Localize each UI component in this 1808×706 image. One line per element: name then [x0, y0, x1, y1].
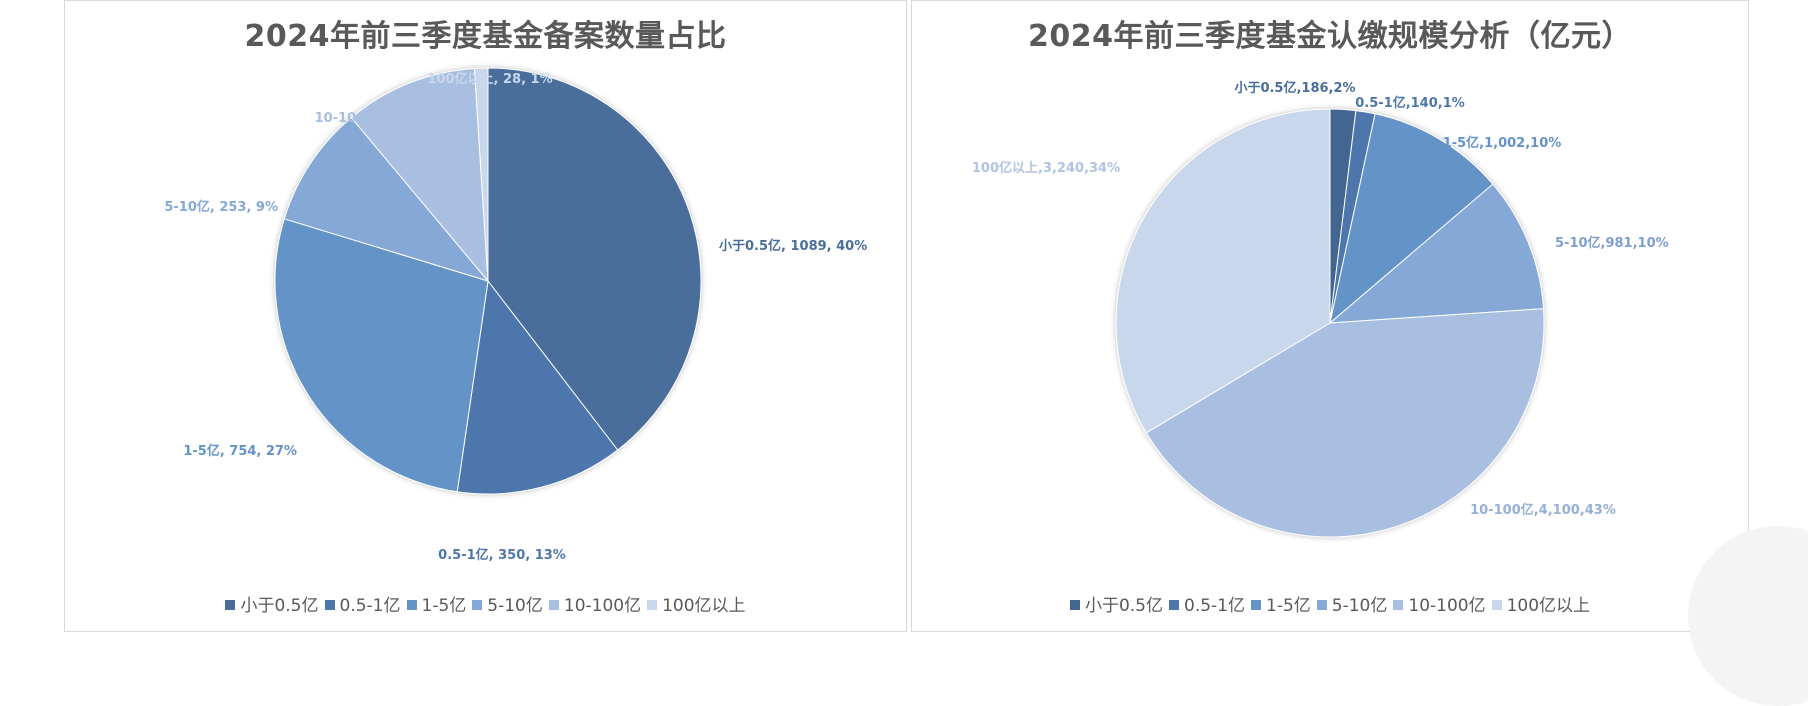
legend-swatch: [1316, 600, 1327, 610]
data-label: 5-10亿, 253, 9%: [164, 199, 278, 215]
legend-label: 1-5亿: [421, 596, 467, 616]
legend-item: 5-10亿: [1316, 591, 1388, 616]
legend-label: 10-100亿: [1408, 596, 1486, 616]
legend-swatch: [1393, 600, 1404, 610]
legend-label: 1-5亿: [1266, 596, 1311, 616]
pie-slice: [1329, 113, 1494, 325]
legend-swatch: [548, 600, 559, 610]
legend-item: 0.5-1亿: [1169, 591, 1245, 616]
data-label: 小于0.5亿, 1089, 40%: [719, 238, 867, 254]
data-label: 0.5-1亿, 350, 13%: [438, 547, 566, 563]
legend-item: 1-5亿: [1251, 591, 1311, 616]
legend-item: 100亿以上: [647, 591, 746, 616]
legend-swatch: [1069, 600, 1080, 610]
pie-slice: [487, 67, 702, 451]
data-label: 100亿以上,3,240,34%: [972, 160, 1120, 176]
legend-label: 100亿以上: [662, 596, 746, 616]
chart-title: 2024年前三季度基金认缴规模分析（亿元）: [1028, 19, 1632, 54]
legend-label: 小于0.5亿: [1084, 596, 1163, 616]
data-label: 100亿以上, 28, 1%: [427, 71, 552, 87]
legend-swatch: [225, 600, 236, 610]
legend-label: 100亿以上: [1506, 596, 1591, 616]
legend-item: 10-100亿: [548, 591, 642, 616]
pie-slice: [1115, 108, 1331, 434]
data-label: 0.5-1亿,140,1%: [1355, 95, 1465, 111]
legend-swatch: [1491, 600, 1502, 610]
chart-panel-scale: 2024年前三季度基金认缴规模分析（亿元） 小于0.5亿,186,2% 0.5-1…: [911, 0, 1749, 632]
pie-slice: [350, 67, 489, 283]
pie-slice: [1328, 183, 1545, 324]
data-label: 1-5亿, 754, 27%: [183, 443, 297, 459]
pie-slice: [1145, 308, 1545, 538]
legend-swatch: [1251, 600, 1261, 610]
pie-chart-count: 小于0.5亿, 1089, 40% 0.5-1亿, 350, 13% 1-5亿, 7…: [164, 67, 867, 563]
legend: 小于0.5亿 0.5-1亿 1-5亿 5-10亿 10-100亿 100亿以上: [912, 591, 1748, 616]
chart-title: 2024年前三季度基金备案数量占比: [244, 19, 727, 54]
legend-label: 小于0.5亿: [240, 596, 319, 616]
pie-chart-scale: 小于0.5亿,186,2%0.5-1亿,140,1% 1-5亿,1,002,10%…: [972, 80, 1669, 538]
legend-item: 小于0.5亿: [225, 591, 319, 616]
data-label: 小于0.5亿,186,2%: [1234, 80, 1355, 96]
legend-swatch: [406, 600, 417, 610]
legend-item: 100亿以上: [1491, 591, 1591, 616]
legend-item: 小于0.5亿: [1069, 591, 1163, 616]
legend-label: 5-10亿: [1331, 596, 1388, 616]
data-label: 5-10亿,981,10%: [1555, 235, 1669, 251]
pie-slice: [274, 218, 489, 493]
data-label: 10-100亿, 277, 10%: [315, 110, 456, 126]
data-label: 10-100亿,4,100,43%: [1470, 502, 1616, 518]
legend-swatch: [1169, 600, 1179, 610]
data-label: 1-5亿,1,002,10%: [1443, 135, 1562, 151]
legend-swatch: [647, 600, 658, 610]
legend-label: 10-100亿: [563, 596, 642, 616]
legend: 小于0.5亿 0.5-1亿 1-5亿 5-10亿 10-100亿 100亿以上: [65, 591, 906, 616]
pie-slice: [456, 279, 619, 495]
pie-slice: [473, 67, 489, 282]
chart-panel-count: 2024年前三季度基金备案数量占比 小于0.5亿, 1089, 40% 0.5-1…: [64, 0, 907, 632]
legend-swatch: [324, 600, 335, 610]
pie-slice: [283, 116, 490, 282]
legend-label: 5-10亿: [487, 596, 543, 616]
legend-label: 0.5-1亿: [339, 596, 401, 616]
legend-label: 0.5-1亿: [1184, 596, 1245, 616]
legend-item: 1-5亿: [406, 591, 467, 616]
legend-item: 5-10亿: [472, 591, 543, 616]
legend-item: 10-100亿: [1393, 591, 1486, 616]
legend-item: 0.5-1亿: [324, 591, 401, 616]
legend-swatch: [472, 600, 483, 610]
